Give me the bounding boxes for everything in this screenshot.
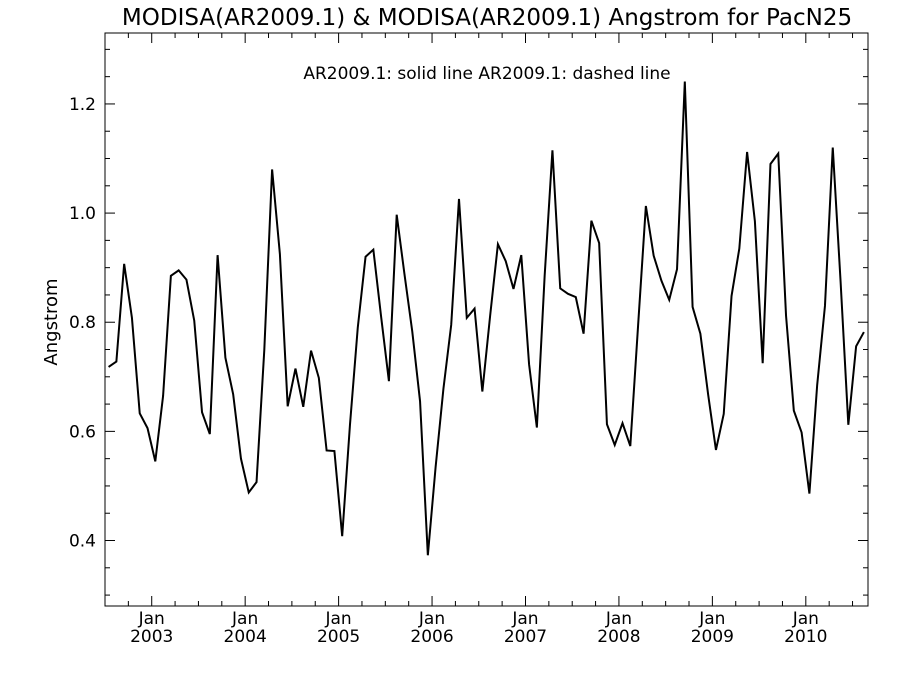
- chart-title: MODISA(AR2009.1) & MODISA(AR2009.1) Angs…: [122, 5, 852, 31]
- y-tick-label: 0.8: [69, 313, 96, 333]
- x-tick-year-label: 2006: [410, 627, 453, 647]
- x-tick-month-label: Jan: [324, 609, 351, 629]
- x-tick-year-label: 2003: [130, 627, 173, 647]
- y-tick-label: 1.0: [69, 204, 96, 224]
- y-tick-label: 0.6: [69, 422, 96, 442]
- x-tick-year-label: 2008: [597, 627, 640, 647]
- x-tick-month-label: Jan: [605, 609, 632, 629]
- y-tick-label: 0.4: [69, 532, 96, 552]
- x-tick-month-label: Jan: [418, 609, 445, 629]
- y-axis-label: Angstrom: [41, 278, 62, 365]
- x-tick-month-label: Jan: [231, 609, 258, 629]
- x-tick-year-label: 2004: [224, 627, 267, 647]
- x-tick-month-label: Jan: [698, 609, 725, 629]
- x-tick-year-label: 2010: [784, 627, 827, 647]
- y-axis: 0.4 0.6 0.8 1.0 1.2: [69, 48, 868, 596]
- x-tick-month-label: Jan: [138, 609, 165, 629]
- x-tick-year-label: 2005: [317, 627, 360, 647]
- x-tick-year-label: 2007: [504, 627, 547, 647]
- series-line-solid: [108, 81, 865, 556]
- x-tick-year-label: 2009: [691, 627, 734, 647]
- x-tick-month-label: Jan: [511, 609, 538, 629]
- legend-annotation: AR2009.1: solid line AR2009.1: dashed li…: [303, 64, 670, 84]
- y-tick-label: 1.2: [69, 95, 96, 115]
- series-group: [108, 81, 865, 556]
- x-tick-month-label: Jan: [792, 609, 819, 629]
- plot-frame: [104, 32, 869, 607]
- x-axis: Jan2003Jan2004Jan2005Jan2006Jan2007Jan20…: [127, 33, 854, 647]
